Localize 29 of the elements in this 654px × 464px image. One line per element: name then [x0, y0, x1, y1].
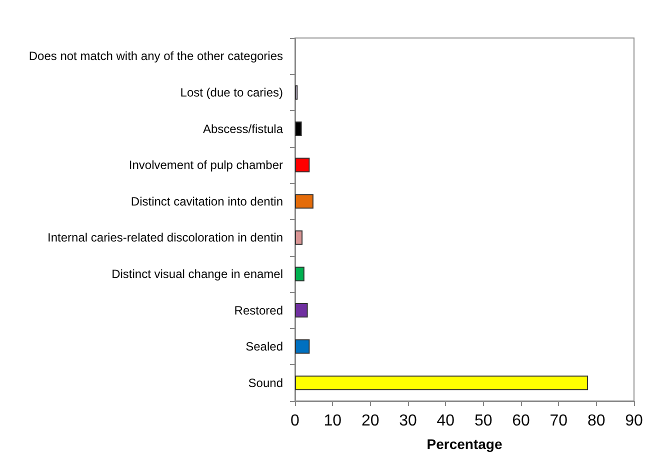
y-tick-label: Distinct cavitation into dentin — [130, 194, 283, 208]
y-tick-label: Does not match with any of the other categories — [28, 49, 283, 64]
bar — [295, 121, 302, 136]
bar — [295, 376, 588, 390]
y-tick-label: Restored — [234, 303, 283, 318]
y-tick-label: Sound — [248, 376, 283, 390]
y-tick-label: Sealed — [246, 340, 283, 354]
x-tick-label: 50 — [474, 412, 492, 430]
x-tick-label: 70 — [550, 412, 568, 430]
x-tick-label: 0 — [290, 412, 300, 430]
bar — [295, 194, 314, 209]
x-tick-label: 10 — [324, 412, 342, 430]
bar — [295, 339, 310, 354]
bar — [295, 266, 304, 282]
bar — [295, 158, 310, 172]
bar — [295, 230, 303, 245]
x-tick-label: 40 — [436, 412, 455, 430]
x-axis-title: Percentage — [426, 436, 502, 452]
x-tick-label: 90 — [625, 412, 643, 430]
x-tick-label: 80 — [587, 412, 606, 430]
y-tick-label: Abscess/fistula — [202, 122, 284, 136]
x-tick-label: 20 — [361, 412, 380, 430]
x-tick-label: 60 — [512, 412, 530, 430]
y-tick-label: Lost (due to caries) — [180, 85, 283, 100]
y-tick-label: Involvement of pulp chamber — [128, 158, 283, 172]
x-tick-label: 30 — [399, 412, 417, 430]
bar — [295, 302, 308, 318]
y-tick-label: Distinct visual change in enamel — [112, 266, 283, 281]
y-tick-label: Internal caries-related discoloration in dentin — [48, 230, 283, 245]
